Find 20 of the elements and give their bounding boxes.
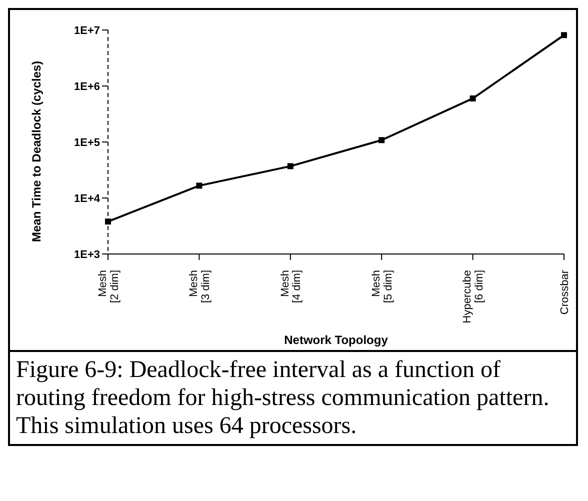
y-tick-label: 1E+3 [74, 248, 100, 261]
x-tick-label: Hypercube [6 dim] [462, 270, 486, 324]
point [196, 182, 202, 189]
x-tick-label: Crossbar [558, 270, 571, 315]
x-tick-label: Mesh [5 dim] [370, 270, 394, 304]
x-tick-label: Mesh [3 dim] [188, 270, 212, 304]
x-tick-label: Mesh [4 dim] [279, 270, 304, 304]
caption: Figure 6-9: Deadlock-free interval as a function of routing freedom for high-stress communication pattern. This simulation uses 64 processors. [16, 356, 550, 440]
x-axis-title: Network Topology [284, 333, 388, 347]
y-tick-label: 1E+6 [74, 80, 100, 93]
point [378, 137, 385, 144]
y-tick-label: 1E+4 [74, 192, 101, 205]
point [105, 218, 111, 225]
x-tick-label: Mesh [2 dim] [96, 270, 121, 304]
point [470, 95, 476, 102]
y-axis-title: Mean Time to Deadlock (cycles) [29, 60, 44, 242]
point [561, 32, 567, 38]
y-tick-label: 1E+7 [74, 24, 100, 37]
y-tick-label: 1E+5 [74, 136, 100, 149]
point [287, 163, 294, 170]
